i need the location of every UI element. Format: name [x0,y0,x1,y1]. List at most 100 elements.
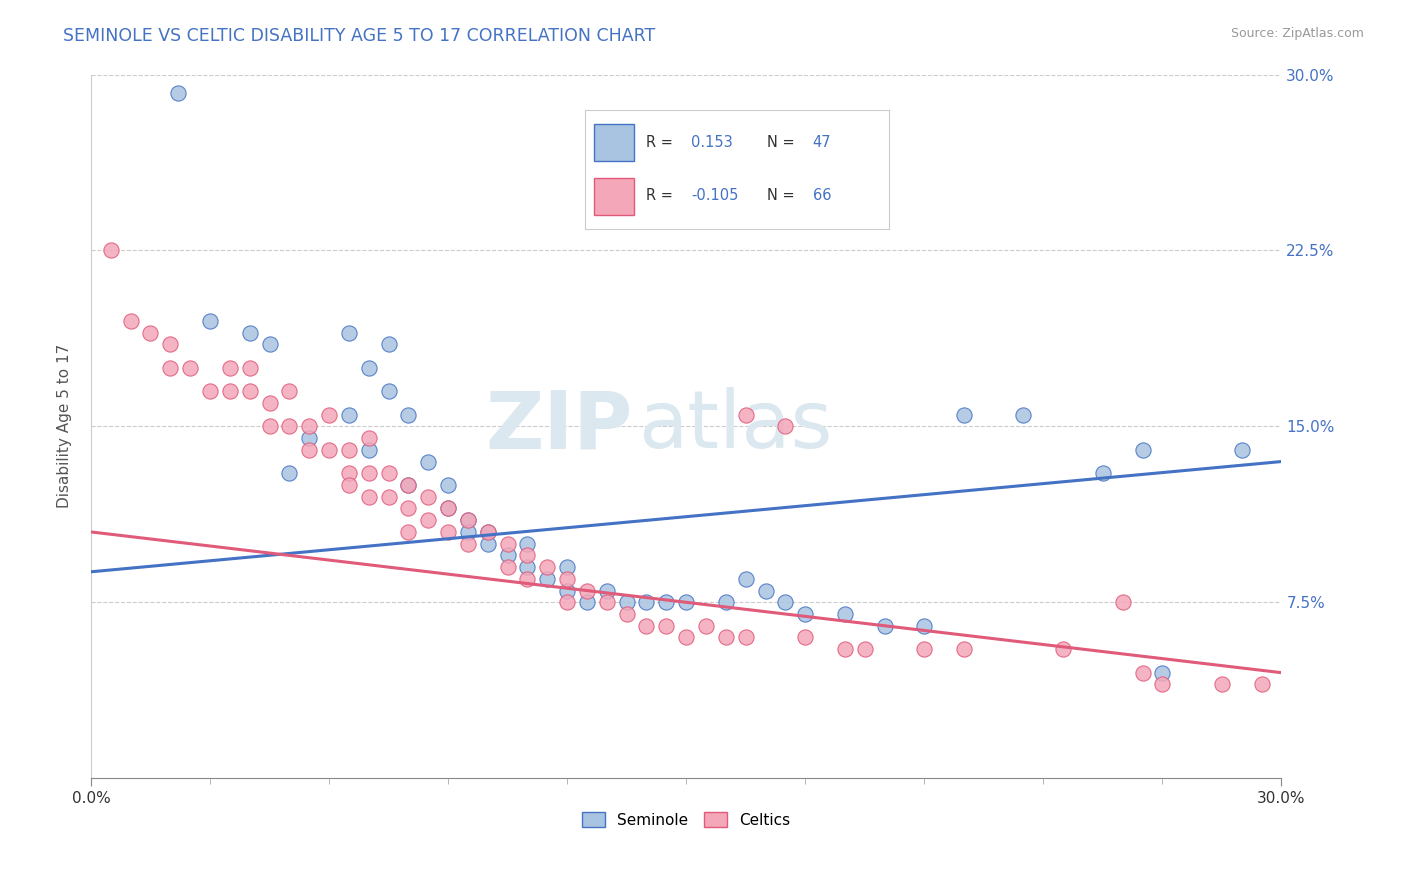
Point [437,524,460,539]
Point [775,419,797,434]
Point [437,501,460,516]
Point [496,536,519,550]
Point [1012,408,1035,422]
Text: ZIP: ZIP [485,387,633,466]
Point [337,408,360,422]
Point [516,536,538,550]
Point [636,619,658,633]
Point [239,326,262,340]
Point [953,642,976,657]
Point [655,595,678,609]
Point [396,408,419,422]
Point [516,572,538,586]
Text: Source: ZipAtlas.com: Source: ZipAtlas.com [1230,27,1364,40]
Y-axis label: Disability Age 5 to 17: Disability Age 5 to 17 [58,344,72,508]
Point [496,560,519,574]
Point [734,408,756,422]
Point [357,442,380,457]
Point [516,549,538,563]
Point [396,478,419,492]
Point [396,501,419,516]
Point [675,631,697,645]
Point [396,524,419,539]
Point [198,384,221,399]
Point [655,619,678,633]
Point [734,631,756,645]
Point [873,619,896,633]
Point [953,408,976,422]
Point [714,631,737,645]
Point [159,360,181,375]
Point [218,360,240,375]
Point [318,442,340,457]
Point [516,560,538,574]
Point [575,595,598,609]
Point [794,631,817,645]
Text: atlas: atlas [638,387,832,466]
Point [318,408,340,422]
Point [477,536,499,550]
Text: SEMINOLE VS CELTIC DISABILITY AGE 5 TO 17 CORRELATION CHART: SEMINOLE VS CELTIC DISABILITY AGE 5 TO 1… [63,27,655,45]
Point [357,467,380,481]
Point [457,513,479,527]
Point [1091,467,1114,481]
Point [1132,665,1154,680]
Point [555,560,578,574]
Point [775,595,797,609]
Point [259,419,281,434]
Point [278,419,301,434]
Point [1132,442,1154,457]
Point [675,595,697,609]
Point [714,595,737,609]
Point [1211,677,1233,691]
Point [418,513,440,527]
Point [754,583,776,598]
Point [239,360,262,375]
Point [1152,665,1174,680]
Point [259,337,281,351]
Point [912,642,935,657]
Point [139,326,162,340]
Point [396,478,419,492]
Point [695,619,717,633]
Point [555,583,578,598]
Point [179,360,201,375]
Point [298,442,321,457]
Point [734,572,756,586]
Point [596,595,619,609]
Point [259,396,281,410]
Point [377,490,399,504]
Point [1052,642,1074,657]
Point [437,478,460,492]
Point [457,524,479,539]
Point [853,642,876,657]
Point [477,524,499,539]
Point [357,360,380,375]
Point [636,595,658,609]
Point [159,337,181,351]
Point [377,467,399,481]
Point [120,314,142,328]
Point [457,513,479,527]
Point [418,490,440,504]
Point [278,384,301,399]
Point [555,595,578,609]
Point [377,337,399,351]
Point [239,384,262,399]
Point [616,607,638,621]
Point [418,454,440,468]
Point [1230,442,1253,457]
Point [278,467,301,481]
Point [457,536,479,550]
Point [337,478,360,492]
Point [337,467,360,481]
Point [575,583,598,598]
Point [377,384,399,399]
Point [218,384,240,399]
Point [1250,677,1272,691]
Point [536,572,558,586]
Point [1152,677,1174,691]
Point [555,572,578,586]
Point [198,314,221,328]
Point [477,524,499,539]
